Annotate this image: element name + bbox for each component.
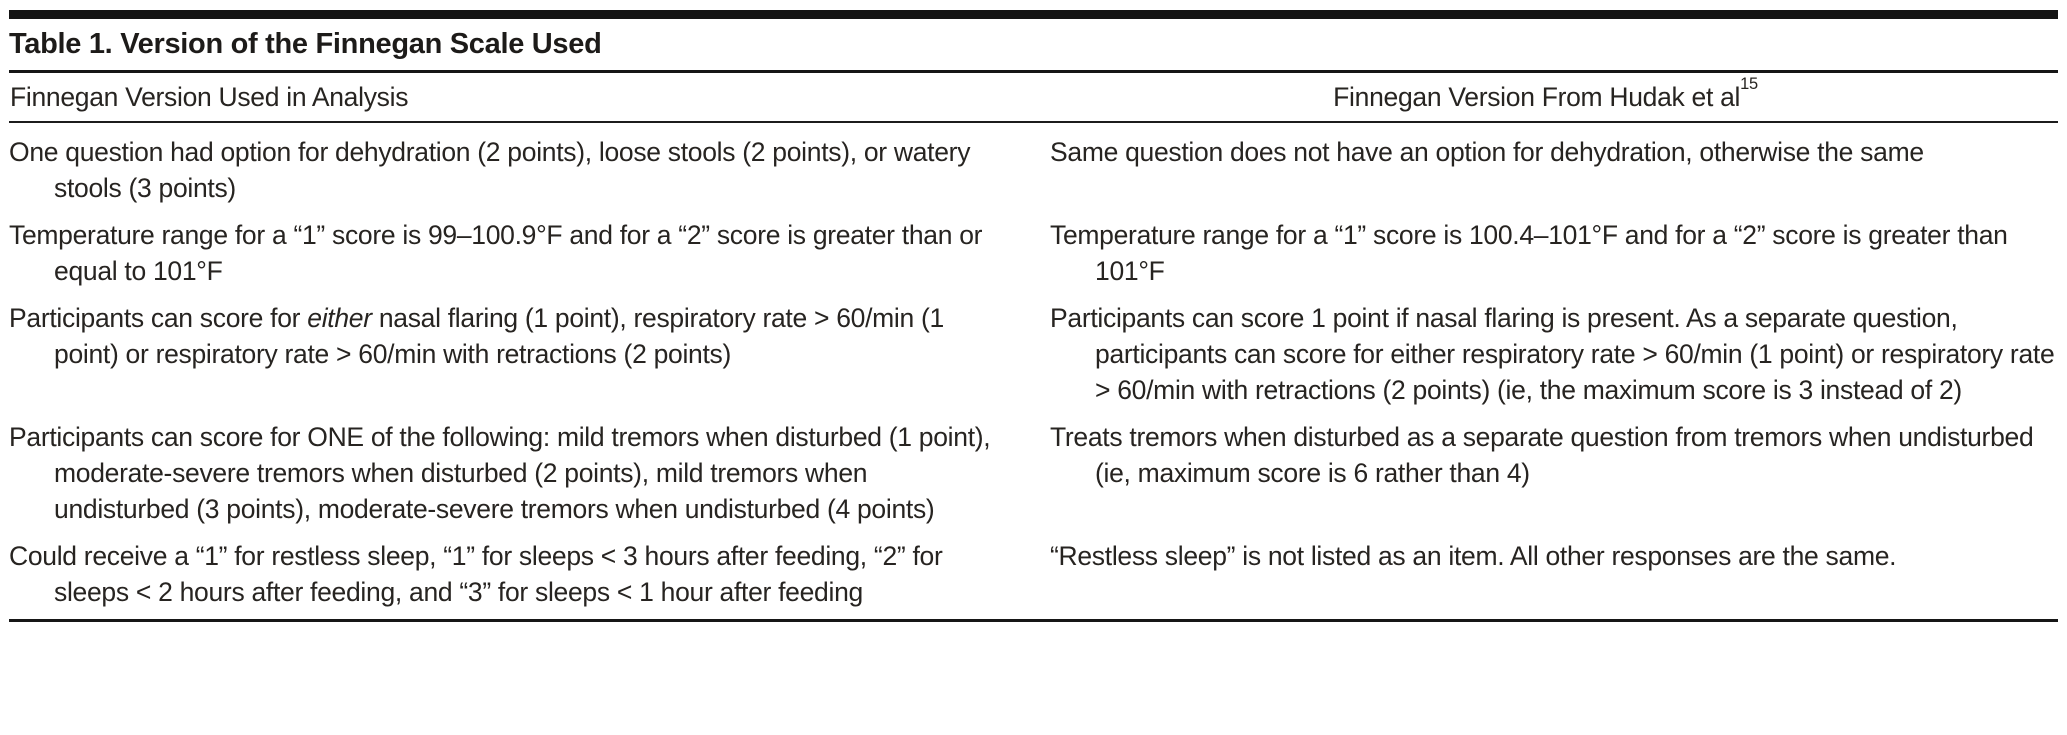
cell-text: “Restless sleep” is not listed as an ite… [1050, 538, 2058, 574]
cell-text: Could receive a “1” for restless sleep, … [9, 538, 995, 610]
text-segment: One question had option for dehydration … [9, 137, 971, 203]
cell-hudak: Same question does not have an option fo… [1033, 134, 2058, 206]
cell-text: Temperature range for a “1” score is 100… [1050, 217, 2058, 289]
column-header-hudak: Finnegan Version From Hudak et al15 [1033, 76, 2058, 113]
cell-text: Treats tremors when disturbed as a separ… [1050, 419, 2058, 491]
cell-analysis: Temperature range for a “1” score is 99–… [9, 217, 1033, 289]
table-title: Table 1. Version of the Finnegan Scale U… [9, 28, 602, 60]
cell-hudak: Treats tremors when disturbed as a separ… [1033, 419, 2058, 527]
text-segment: Participants can score for [9, 303, 308, 333]
cell-text: Same question does not have an option fo… [1050, 134, 2058, 170]
table-top-bar [9, 10, 2058, 19]
text-segment: Temperature range for a “1” score is 100… [1050, 220, 2008, 286]
header-rule [9, 121, 2058, 123]
text-segment: Participants can score 1 point if nasal … [1050, 303, 2055, 405]
table-row-sleep: Could receive a “1” for restless sleep, … [9, 527, 2058, 610]
cell-analysis: One question had option for dehydration … [9, 134, 1033, 206]
cell-text: Participants can score for either nasal … [9, 300, 995, 372]
text-segment: nasal flaring (1 point), respiratory rat… [54, 303, 944, 369]
cell-text: Participants can score 1 point if nasal … [1050, 300, 2058, 408]
cell-text: One question had option for dehydration … [9, 134, 995, 206]
table-row-dehydration: One question had option for dehydration … [9, 123, 2058, 206]
cell-hudak: “Restless sleep” is not listed as an ite… [1033, 538, 2058, 610]
text-segment: Same question does not have an option fo… [1050, 137, 1924, 167]
text-segment-italic: either [307, 303, 372, 333]
table-row-temperature: Temperature range for a “1” score is 99–… [9, 206, 2058, 289]
table-row-tremors: Participants can score for ONE of the fo… [9, 408, 2058, 527]
text-segment: Participants can score for ONE of the fo… [9, 422, 991, 524]
reference-superscript: 15 [1740, 74, 1758, 93]
cell-analysis: Participants can score for either nasal … [9, 300, 1033, 408]
table-row-respiratory: Participants can score for either nasal … [9, 289, 2058, 408]
cell-hudak: Participants can score 1 point if nasal … [1033, 300, 2058, 408]
title-rule [9, 70, 2058, 73]
paper-table: Table 1. Version of the Finnegan Scale U… [9, 10, 2058, 622]
text-segment: Treats tremors when disturbed as a separ… [1050, 422, 2034, 488]
column-header-hudak-label: Finnegan Version From Hudak et al [1333, 82, 1741, 112]
cell-hudak: Temperature range for a “1” score is 100… [1033, 217, 2058, 289]
text-segment: Could receive a “1” for restless sleep, … [9, 541, 943, 607]
text-segment: “Restless sleep” is not listed as an ite… [1050, 541, 1897, 571]
table-bottom-rule [9, 619, 2058, 622]
text-segment: Temperature range for a “1” score is 99–… [9, 220, 983, 286]
cell-text: Participants can score for ONE of the fo… [9, 419, 995, 527]
column-headers: Finnegan Version Used in Analysis Finneg… [9, 73, 2058, 121]
cell-analysis: Could receive a “1” for restless sleep, … [9, 538, 1033, 610]
cell-text: Temperature range for a “1” score is 99–… [9, 217, 995, 289]
cell-analysis: Participants can score for ONE of the fo… [9, 419, 1033, 527]
column-header-analysis: Finnegan Version Used in Analysis [10, 82, 409, 112]
